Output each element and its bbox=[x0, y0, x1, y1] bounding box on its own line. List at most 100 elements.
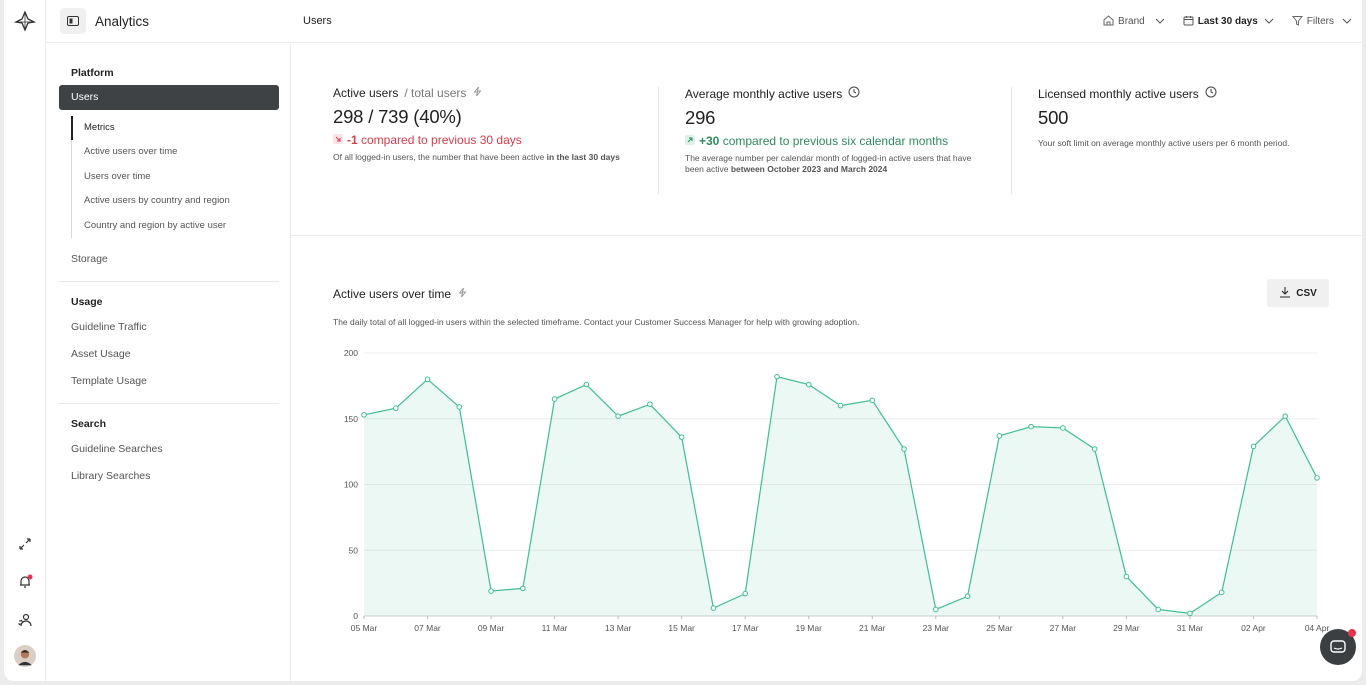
brand-label: Brand bbox=[1118, 16, 1145, 27]
calendar-icon bbox=[1183, 15, 1194, 29]
y-tick-label: 100 bbox=[344, 480, 358, 490]
y-tick-label: 150 bbox=[344, 414, 358, 424]
filters-label: Filters bbox=[1306, 16, 1334, 27]
desc-bold: in the last 30 days bbox=[546, 152, 620, 162]
data-point bbox=[392, 405, 399, 412]
chart-description: The daily total of all logged-in users w… bbox=[333, 317, 860, 327]
chevron-down-icon bbox=[1342, 16, 1352, 27]
logo-icon[interactable] bbox=[14, 10, 36, 32]
clock-icon bbox=[848, 86, 860, 101]
sidebar-divider bbox=[59, 402, 279, 404]
card-title-text: Active users bbox=[333, 86, 399, 100]
x-tick-label: 15 Mar bbox=[668, 623, 695, 633]
sidebar-item-guideline-searches[interactable]: Guideline Searches bbox=[71, 442, 163, 455]
sidebar-item-guideline-traffic[interactable]: Guideline Traffic bbox=[71, 320, 147, 333]
y-tick-label: 0 bbox=[353, 611, 358, 621]
x-tick-label: 29 Mar bbox=[1113, 623, 1140, 633]
card-title: Average monthly active users bbox=[685, 86, 985, 101]
desc-bold: between October 2023 and March 2024 bbox=[730, 164, 888, 174]
sidebar-item-library-searches[interactable]: Library Searches bbox=[71, 469, 151, 482]
metric-card-avg-monthly: Average monthly active users 296 +30 com… bbox=[685, 86, 985, 175]
x-tick-label: 23 Mar bbox=[923, 623, 950, 633]
chat-icon bbox=[1330, 640, 1346, 653]
sidebar-item-template-usage[interactable]: Template Usage bbox=[71, 374, 147, 387]
card-separator bbox=[658, 87, 659, 194]
active-users-chart: 0 50 100 150 200 05 Mar 07 Mar 09 Mar 11 Mar 13 M… bbox=[344, 348, 1330, 633]
delta-text: compared to previous 30 days bbox=[357, 133, 522, 147]
data-point bbox=[551, 396, 558, 402]
data-point bbox=[615, 413, 621, 419]
card-title-text: Licensed monthly active users bbox=[1038, 86, 1199, 101]
metrics-cards: Active users / total users 298 / 739 (40… bbox=[291, 44, 1362, 236]
data-point bbox=[1028, 423, 1034, 430]
x-tick-label: 11 Mar bbox=[542, 623, 568, 633]
page-header: Users Brand Last 30 days Filters bbox=[291, 0, 1362, 43]
switch-account-icon[interactable] bbox=[14, 609, 36, 631]
avatar[interactable] bbox=[14, 645, 36, 667]
sidebar bbox=[46, 44, 291, 681]
timeframe-dropdown[interactable]: Last 30 days bbox=[1183, 15, 1274, 29]
card-title-text: Average monthly active users bbox=[685, 86, 843, 101]
card-title: Active users / total users bbox=[333, 86, 633, 100]
sidebar-item-users[interactable]: Users bbox=[59, 85, 279, 110]
data-point bbox=[805, 381, 812, 388]
y-tick-label: 200 bbox=[344, 348, 358, 358]
filters-dropdown[interactable]: Filters bbox=[1291, 15, 1352, 29]
metric-delta: -1 compared to previous 30 days bbox=[333, 133, 633, 147]
metric-delta: +30 compared to previous six calendar mo… bbox=[685, 134, 985, 148]
data-point bbox=[933, 606, 939, 613]
subnav-item-users-over-time[interactable]: Users over time bbox=[84, 170, 151, 182]
unread-indicator bbox=[1348, 629, 1356, 637]
x-tick-label: 21 Mar bbox=[859, 623, 886, 633]
filter-icon bbox=[1291, 15, 1303, 29]
chevron-down-icon bbox=[1155, 16, 1165, 27]
data-point bbox=[996, 433, 1003, 439]
subnav-item-active-users-over-time[interactable]: Active users over time bbox=[84, 146, 178, 158]
sidebar-heading-platform: Platform bbox=[71, 67, 114, 79]
sidebar-toggle-icon[interactable] bbox=[60, 8, 86, 34]
metric-value: 298 / 739 (40%) bbox=[333, 106, 462, 127]
chevron-down-icon bbox=[1264, 16, 1274, 27]
clock-icon bbox=[1205, 86, 1217, 101]
csv-label: CSV bbox=[1296, 287, 1317, 299]
subnav-item-metrics[interactable]: Metrics bbox=[71, 116, 279, 141]
csv-download-button[interactable]: CSV bbox=[1267, 279, 1329, 307]
sidebar-item-asset-usage[interactable]: Asset Usage bbox=[71, 347, 131, 360]
expand-icon[interactable] bbox=[14, 533, 36, 555]
app-window: Analytics Users Brand Last 30 days Filte… bbox=[4, 0, 1362, 681]
metric-description: Of all logged-in users, the number that … bbox=[333, 152, 623, 163]
series-area bbox=[364, 376, 1317, 616]
chart-title-text: Active users over time bbox=[333, 287, 452, 301]
lightning-icon bbox=[472, 86, 483, 100]
x-tick-label: 17 Mar bbox=[732, 623, 759, 633]
metric-card-active-users: Active users / total users 298 / 739 (40… bbox=[333, 86, 633, 163]
x-tick-label: 27 Mar bbox=[1050, 623, 1077, 633]
x-tick-label: 31 Mar bbox=[1177, 623, 1204, 633]
metric-description: Your soft limit on average monthly activ… bbox=[1038, 138, 1290, 148]
lightning-icon bbox=[457, 287, 468, 301]
metric-value: 296 bbox=[685, 107, 716, 128]
brand-icon bbox=[1103, 14, 1114, 29]
sidebar-item-storage[interactable]: Storage bbox=[71, 252, 108, 265]
app-title: Analytics bbox=[95, 13, 150, 29]
data-point bbox=[1282, 413, 1289, 419]
data-point bbox=[742, 590, 749, 597]
x-tick-label: 09 Mar bbox=[478, 623, 505, 633]
data-point bbox=[647, 401, 653, 408]
page-title: Users bbox=[303, 15, 332, 27]
subnav-item-country-by-active-user[interactable]: Country and region by active user bbox=[84, 219, 227, 231]
metric-card-licensed: Licensed monthly active users 500 Your s… bbox=[1038, 86, 1338, 149]
notification-bell-icon[interactable] bbox=[14, 571, 36, 593]
data-point bbox=[837, 402, 844, 409]
data-point bbox=[678, 434, 685, 440]
data-point bbox=[424, 376, 431, 383]
data-point bbox=[774, 373, 780, 380]
chat-launcher-button[interactable] bbox=[1320, 629, 1356, 665]
metric-description: The average number per calendar month of… bbox=[685, 153, 975, 175]
brand-dropdown[interactable]: Brand bbox=[1103, 14, 1165, 29]
data-point bbox=[1250, 443, 1257, 450]
chart-title: Active users over time bbox=[333, 287, 468, 301]
card-separator bbox=[1011, 87, 1012, 194]
subnav-item-active-users-by-country[interactable]: Active users by country and region bbox=[84, 195, 230, 207]
data-point bbox=[583, 381, 590, 388]
